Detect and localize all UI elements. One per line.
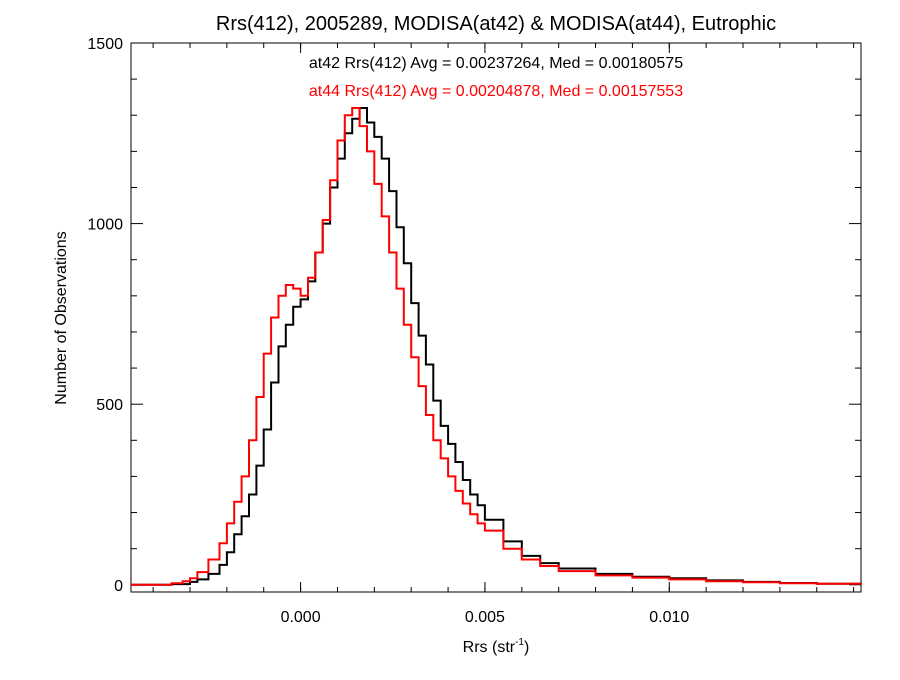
annotation-at44: at44 Rrs(412) Avg = 0.00204878, Med = 0.… <box>309 83 683 100</box>
series-1-histogram-line <box>131 107 862 586</box>
chart-title: Rrs(412), 2005289, MODISA(at42) & MODISA… <box>216 13 776 35</box>
x-tick-label: 0.005 <box>465 609 505 626</box>
y-tick-label: 0 <box>114 578 123 595</box>
series-0-histogram-line <box>131 107 862 586</box>
series-group <box>131 107 862 586</box>
y-tick-label: 1500 <box>87 36 123 53</box>
y-tick-label: 1000 <box>87 217 123 234</box>
x-tick-label: 0.000 <box>281 609 321 626</box>
x-axis-label-sup: -1 <box>515 637 524 648</box>
axes-group: 0.000 0.005 0.010 0 500 1000 1500 <box>87 36 862 626</box>
y-axis-label: Number of Observations <box>53 231 70 404</box>
plot-frame <box>130 42 862 593</box>
x-axis-label-close: ) <box>524 639 529 656</box>
x-axis-label-base: Rrs (str <box>463 639 516 656</box>
y-tick-label: 500 <box>96 397 123 414</box>
x-tick-label: 0.010 <box>649 609 689 626</box>
annotation-at42: at42 Rrs(412) Avg = 0.00237264, Med = 0.… <box>309 55 683 72</box>
x-axis-label: Rrs (str-1) <box>463 637 530 656</box>
